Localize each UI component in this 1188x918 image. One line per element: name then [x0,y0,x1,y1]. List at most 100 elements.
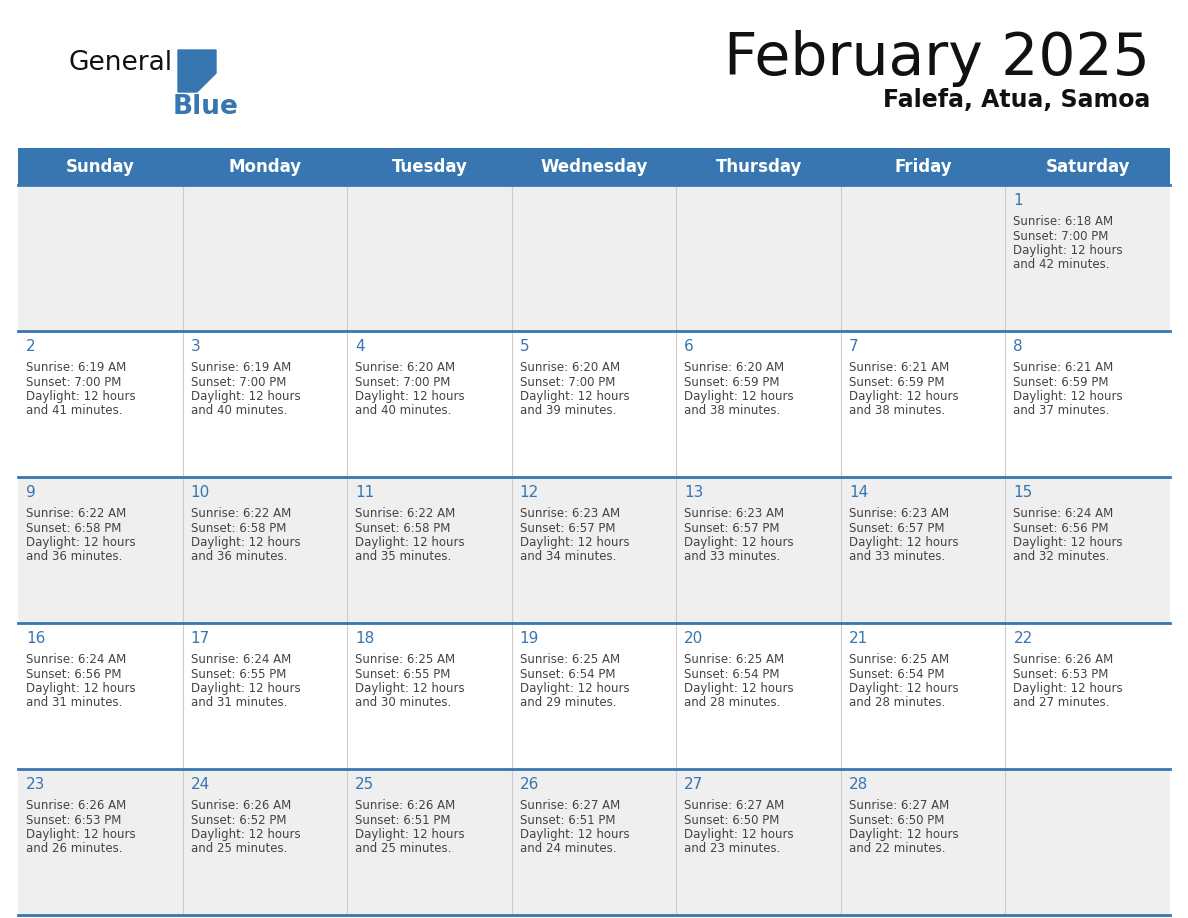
Text: Daylight: 12 hours: Daylight: 12 hours [1013,682,1123,695]
Text: Daylight: 12 hours: Daylight: 12 hours [849,828,959,841]
Text: and 42 minutes.: and 42 minutes. [1013,259,1110,272]
Text: Daylight: 12 hours: Daylight: 12 hours [519,390,630,403]
Text: Sunset: 6:53 PM: Sunset: 6:53 PM [26,813,121,826]
Text: Daylight: 12 hours: Daylight: 12 hours [26,536,135,549]
Text: Sunrise: 6:27 AM: Sunrise: 6:27 AM [519,799,620,812]
Text: and 30 minutes.: and 30 minutes. [355,697,451,710]
Text: 22: 22 [1013,631,1032,646]
Text: Sunrise: 6:27 AM: Sunrise: 6:27 AM [684,799,784,812]
Text: 25: 25 [355,777,374,792]
Text: Daylight: 12 hours: Daylight: 12 hours [519,536,630,549]
Text: Sunset: 6:58 PM: Sunset: 6:58 PM [26,521,121,534]
Text: Sunset: 7:00 PM: Sunset: 7:00 PM [190,375,286,388]
Text: Sunset: 6:51 PM: Sunset: 6:51 PM [519,813,615,826]
Text: Daylight: 12 hours: Daylight: 12 hours [849,390,959,403]
Text: Daylight: 12 hours: Daylight: 12 hours [190,390,301,403]
Text: Sunset: 6:58 PM: Sunset: 6:58 PM [190,521,286,534]
Text: Sunrise: 6:19 AM: Sunrise: 6:19 AM [26,361,126,374]
Text: and 31 minutes.: and 31 minutes. [26,697,122,710]
Text: Sunrise: 6:20 AM: Sunrise: 6:20 AM [355,361,455,374]
Text: and 38 minutes.: and 38 minutes. [849,405,946,418]
Text: Sunset: 6:56 PM: Sunset: 6:56 PM [1013,521,1108,534]
Text: 28: 28 [849,777,868,792]
Bar [18,185,1170,331]
Text: Sunrise: 6:22 AM: Sunrise: 6:22 AM [190,507,291,520]
Text: Sunrise: 6:22 AM: Sunrise: 6:22 AM [355,507,455,520]
Text: Sunrise: 6:22 AM: Sunrise: 6:22 AM [26,507,126,520]
Text: Sunrise: 6:25 AM: Sunrise: 6:25 AM [849,653,949,666]
Text: and 33 minutes.: and 33 minutes. [684,551,781,564]
Text: and 36 minutes.: and 36 minutes. [26,551,122,564]
Text: 3: 3 [190,339,201,354]
Text: Sunday: Sunday [65,158,134,175]
Text: and 38 minutes.: and 38 minutes. [684,405,781,418]
Text: Daylight: 12 hours: Daylight: 12 hours [849,682,959,695]
Text: Sunrise: 6:20 AM: Sunrise: 6:20 AM [684,361,784,374]
Text: and 22 minutes.: and 22 minutes. [849,843,946,856]
Text: 20: 20 [684,631,703,646]
Text: Sunrise: 6:26 AM: Sunrise: 6:26 AM [1013,653,1113,666]
Text: Sunset: 6:57 PM: Sunset: 6:57 PM [519,521,615,534]
Bar [18,331,1170,477]
Text: 5: 5 [519,339,530,354]
Text: Daylight: 12 hours: Daylight: 12 hours [1013,390,1123,403]
Text: 11: 11 [355,485,374,500]
Text: Daylight: 12 hours: Daylight: 12 hours [355,536,465,549]
Text: 6: 6 [684,339,694,354]
Text: Sunrise: 6:24 AM: Sunrise: 6:24 AM [190,653,291,666]
Text: and 27 minutes.: and 27 minutes. [1013,697,1110,710]
Text: Sunset: 6:54 PM: Sunset: 6:54 PM [684,667,779,680]
Text: and 24 minutes.: and 24 minutes. [519,843,617,856]
Text: Thursday: Thursday [715,158,802,175]
Text: 1: 1 [1013,193,1023,208]
Text: Daylight: 12 hours: Daylight: 12 hours [519,682,630,695]
Text: Saturday: Saturday [1045,158,1130,175]
Bar [18,477,1170,623]
Text: Sunset: 6:55 PM: Sunset: 6:55 PM [190,667,286,680]
Text: Sunrise: 6:23 AM: Sunrise: 6:23 AM [684,507,784,520]
Text: General: General [68,50,172,76]
Text: 24: 24 [190,777,210,792]
Text: and 25 minutes.: and 25 minutes. [355,843,451,856]
Text: Daylight: 12 hours: Daylight: 12 hours [26,682,135,695]
Text: and 23 minutes.: and 23 minutes. [684,843,781,856]
Text: Sunset: 7:00 PM: Sunset: 7:00 PM [355,375,450,388]
Text: Daylight: 12 hours: Daylight: 12 hours [684,536,794,549]
Bar [18,769,1170,915]
Text: Friday: Friday [895,158,952,175]
Text: and 28 minutes.: and 28 minutes. [684,697,781,710]
Text: 26: 26 [519,777,539,792]
Text: Sunrise: 6:25 AM: Sunrise: 6:25 AM [519,653,620,666]
Text: Sunset: 6:59 PM: Sunset: 6:59 PM [849,375,944,388]
Text: Daylight: 12 hours: Daylight: 12 hours [190,828,301,841]
Text: 12: 12 [519,485,539,500]
Text: and 35 minutes.: and 35 minutes. [355,551,451,564]
Text: 4: 4 [355,339,365,354]
Text: 8: 8 [1013,339,1023,354]
Text: Daylight: 12 hours: Daylight: 12 hours [190,682,301,695]
Text: Sunset: 6:57 PM: Sunset: 6:57 PM [684,521,779,534]
Text: Daylight: 12 hours: Daylight: 12 hours [355,390,465,403]
Text: Sunrise: 6:18 AM: Sunrise: 6:18 AM [1013,215,1113,228]
Text: Daylight: 12 hours: Daylight: 12 hours [1013,536,1123,549]
Text: Daylight: 12 hours: Daylight: 12 hours [684,828,794,841]
Text: Monday: Monday [228,158,302,175]
Text: and 29 minutes.: and 29 minutes. [519,697,617,710]
Text: Sunset: 7:00 PM: Sunset: 7:00 PM [1013,230,1108,242]
Polygon shape [178,50,216,92]
Text: and 41 minutes.: and 41 minutes. [26,405,122,418]
Text: and 32 minutes.: and 32 minutes. [1013,551,1110,564]
Text: and 34 minutes.: and 34 minutes. [519,551,617,564]
Text: 19: 19 [519,631,539,646]
Text: and 33 minutes.: and 33 minutes. [849,551,946,564]
Text: 17: 17 [190,631,210,646]
Text: Sunset: 6:56 PM: Sunset: 6:56 PM [26,667,121,680]
Text: Daylight: 12 hours: Daylight: 12 hours [26,390,135,403]
Text: Sunrise: 6:23 AM: Sunrise: 6:23 AM [519,507,620,520]
Text: Wednesday: Wednesday [541,158,647,175]
Text: Sunset: 6:53 PM: Sunset: 6:53 PM [1013,667,1108,680]
Text: Sunrise: 6:26 AM: Sunrise: 6:26 AM [190,799,291,812]
Text: Sunset: 6:50 PM: Sunset: 6:50 PM [849,813,944,826]
Text: Sunrise: 6:26 AM: Sunrise: 6:26 AM [355,799,455,812]
Text: Sunrise: 6:19 AM: Sunrise: 6:19 AM [190,361,291,374]
